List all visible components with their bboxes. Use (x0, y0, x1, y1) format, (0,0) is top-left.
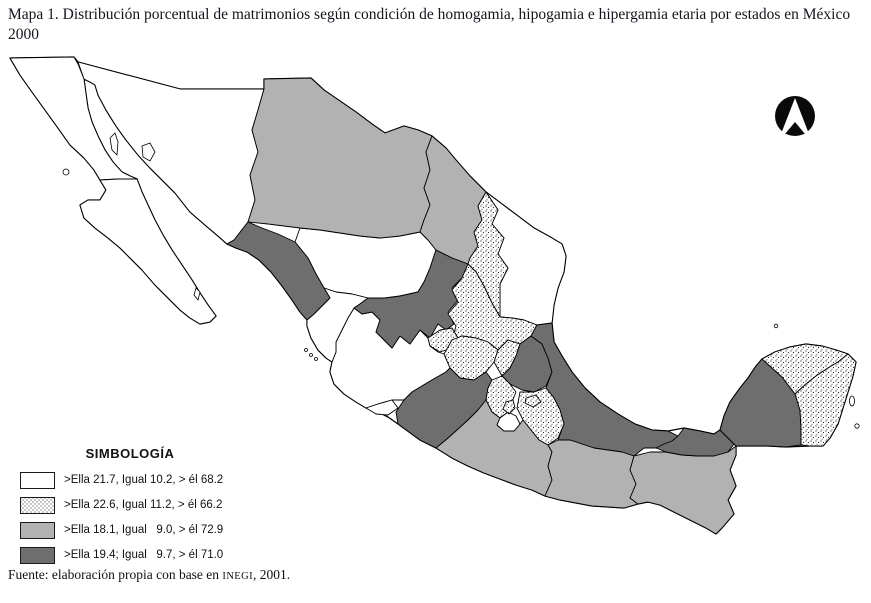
island-marias-1 (304, 348, 308, 352)
legend-row-dark-gray: >Ella 19.4; Igual 9.7, > él 71.0 (20, 546, 320, 564)
state-baja-california (9, 56, 138, 181)
legend-swatch-dark-gray (20, 546, 55, 564)
legend-row-white: >Ella 21.7, Igual 10.2, > él 68.2 (20, 471, 320, 489)
legend-row-stipple: >Ella 22.6, Igual 11.2, > él 66.2 (20, 496, 320, 514)
island-angel-de-la-guarda (109, 132, 119, 156)
island-cozumel (849, 395, 855, 407)
state-sinaloa (226, 221, 331, 321)
legend-label: >Ella 18.1, Igual 9.0, > él 72.9 (64, 524, 224, 536)
island-tiburon (141, 142, 156, 162)
state-quintana-roo (794, 353, 857, 447)
legend-label: >Ella 19.4; Igual 9.7, > él 71.0 (64, 549, 224, 561)
island-marias-2 (309, 353, 313, 357)
map-title: Mapa 1. Distribución porcentual de matri… (8, 6, 851, 44)
legend-label: >Ella 22.6, Igual 11.2, > él 66.2 (64, 499, 223, 511)
legend-swatch-light-gray (20, 521, 55, 539)
state-guanajuato (443, 335, 499, 381)
legend-swatch-stipple (20, 496, 55, 514)
island-arenas (773, 323, 779, 329)
source-acronym: INEGI (222, 571, 253, 582)
island-marias-3 (314, 357, 318, 361)
legend-label: >Ella 21.7, Igual 10.2, > él 68.2 (64, 474, 224, 486)
island-cedros (62, 168, 70, 176)
source-prefix: Fuente: elaboración propia con base en (8, 567, 223, 582)
state-baja-california-sur (79, 178, 217, 325)
state-guerrero (435, 399, 553, 497)
island-caribbean-small (854, 423, 860, 429)
state-tabasco (655, 427, 735, 457)
island-la-paz (193, 287, 201, 301)
legend-title: SIMBOLOGÍA (85, 446, 175, 461)
source-suffix: , 2001. (253, 567, 291, 582)
state-chiapas (629, 445, 737, 535)
state-tlaxcala (524, 394, 542, 408)
state-chihuahua (247, 77, 433, 239)
north-arrow-icon (775, 96, 815, 136)
legend: SIMBOLOGÍA >Ella 21.7, Igual 10.2, > él … (20, 446, 320, 571)
legend-swatch-white (20, 471, 55, 489)
legend-row-light-gray: >Ella 18.1, Igual 9.0, > él 72.9 (20, 521, 320, 539)
source-note: Fuente: elaboración propia con base en I… (8, 567, 290, 583)
state-colima (365, 399, 399, 416)
state-distrito-federal (502, 399, 516, 415)
